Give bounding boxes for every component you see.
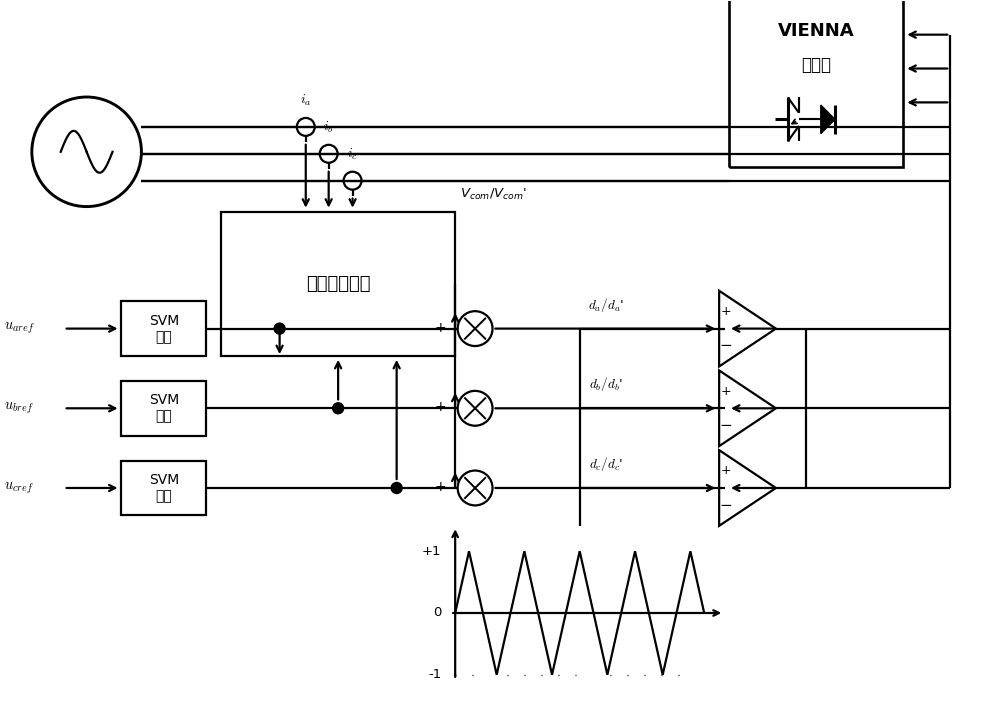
Circle shape bbox=[333, 403, 344, 414]
Text: $i_a$: $i_a$ bbox=[300, 92, 312, 108]
Text: $i_c$: $i_c$ bbox=[347, 146, 358, 162]
Text: +: + bbox=[721, 385, 731, 397]
Text: +: + bbox=[721, 464, 731, 478]
Text: −: − bbox=[720, 418, 732, 433]
Text: +: + bbox=[721, 305, 731, 318]
Text: SVM
增益: SVM 增益 bbox=[149, 473, 179, 503]
Bar bbox=[221, 212, 455, 356]
Bar bbox=[121, 461, 206, 515]
Text: SVM
增益: SVM 增益 bbox=[149, 314, 179, 343]
Text: $u_{cref}$: $u_{cref}$ bbox=[4, 481, 34, 496]
Bar bbox=[121, 381, 206, 436]
Text: +: + bbox=[435, 400, 447, 415]
Text: 零序分量计算: 零序分量计算 bbox=[306, 274, 370, 293]
Text: +: + bbox=[435, 480, 447, 494]
Text: $u_{bref}$: $u_{bref}$ bbox=[4, 400, 34, 416]
Text: +: + bbox=[435, 321, 447, 335]
Text: -1: -1 bbox=[428, 668, 441, 681]
Text: VIENNA: VIENNA bbox=[778, 22, 855, 41]
Circle shape bbox=[274, 323, 285, 334]
Text: 0: 0 bbox=[433, 606, 441, 619]
Polygon shape bbox=[821, 105, 835, 134]
Text: $V_{com}/V_{com}$': $V_{com}/V_{com}$' bbox=[460, 186, 527, 202]
Text: $d_a/d_a$': $d_a/d_a$' bbox=[588, 296, 624, 314]
Text: $i_b$: $i_b$ bbox=[323, 119, 334, 135]
Bar bbox=[121, 301, 206, 356]
Text: $u_{aref}$: $u_{aref}$ bbox=[4, 321, 35, 336]
Text: 整流器: 整流器 bbox=[801, 56, 831, 74]
Text: −: − bbox=[720, 498, 732, 513]
Text: −: − bbox=[720, 338, 732, 353]
Text: $d_c/d_c$': $d_c/d_c$' bbox=[589, 455, 623, 473]
Text: $d_b/d_b$': $d_b/d_b$' bbox=[589, 375, 623, 393]
Text: +1: +1 bbox=[422, 545, 441, 557]
Text: SVM
增益: SVM 增益 bbox=[149, 393, 179, 423]
Circle shape bbox=[391, 483, 402, 493]
Bar bbox=[729, 0, 903, 167]
